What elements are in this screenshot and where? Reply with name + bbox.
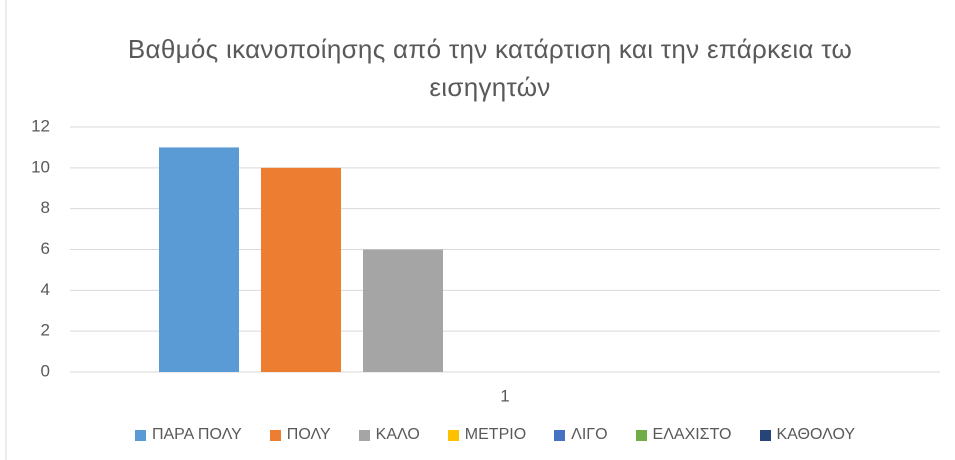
legend-swatch (269, 429, 281, 441)
legend-item: ΛΙΓΟ (554, 426, 608, 444)
y-tick-label: 8 (41, 198, 50, 217)
legend-label: ΜΕΤΡΙΟ (464, 426, 527, 443)
bar (261, 167, 341, 372)
legend-swatch (358, 429, 370, 441)
legend-item: ΕΛΑΧΙΣΤΟ (635, 426, 732, 444)
legend-label: ΚΑΘΟΛΟΥ (776, 426, 856, 443)
legend-swatch (447, 429, 459, 441)
legend-item: ΚΑΛΟ (358, 426, 420, 444)
legend-swatch (554, 429, 566, 441)
legend-label: ΕΛΑΧΙΣΤΟ (652, 426, 732, 443)
legend-item: ΠΑΡΑ ΠΟΛΥ (134, 426, 242, 444)
legend-item: ΚΑΘΟΛΟΥ (759, 426, 856, 444)
legend-swatch (134, 429, 146, 441)
y-tick-label: 0 (41, 361, 50, 380)
chart-title: Βαθμός ικανοποίησης από την κατάρτιση κα… (127, 34, 853, 102)
legend-item: ΠΟΛΥ (269, 426, 331, 444)
y-tick-label: 6 (41, 239, 50, 258)
y-tick-label: 2 (41, 321, 50, 340)
legend: ΠΑΡΑ ΠΟΛΥ ΠΟΛΥ ΚΑΛΟ ΜΕΤΡΙΟ ΛΙΓΟ ΕΛΑΧΙΣΤΟ ΚΑΘΟΛ… (0, 426, 955, 444)
legend-item: ΜΕΤΡΙΟ (447, 426, 527, 444)
legend-label: ΛΙΓΟ (571, 426, 608, 443)
bar (363, 249, 443, 372)
legend-label: ΚΑΛΟ (375, 426, 420, 443)
y-tick-label: 12 (31, 116, 50, 135)
y-tick-label: 4 (41, 280, 50, 299)
legend-label: ΠΑΡΑ ΠΟΛΥ (151, 426, 242, 443)
legend-swatch (759, 429, 771, 441)
y-tick-label: 10 (31, 157, 50, 176)
x-tick-label: 1 (500, 386, 509, 405)
legend-label: ΠΟΛΥ (286, 426, 331, 443)
bar (159, 147, 239, 372)
legend-swatch (635, 429, 647, 441)
